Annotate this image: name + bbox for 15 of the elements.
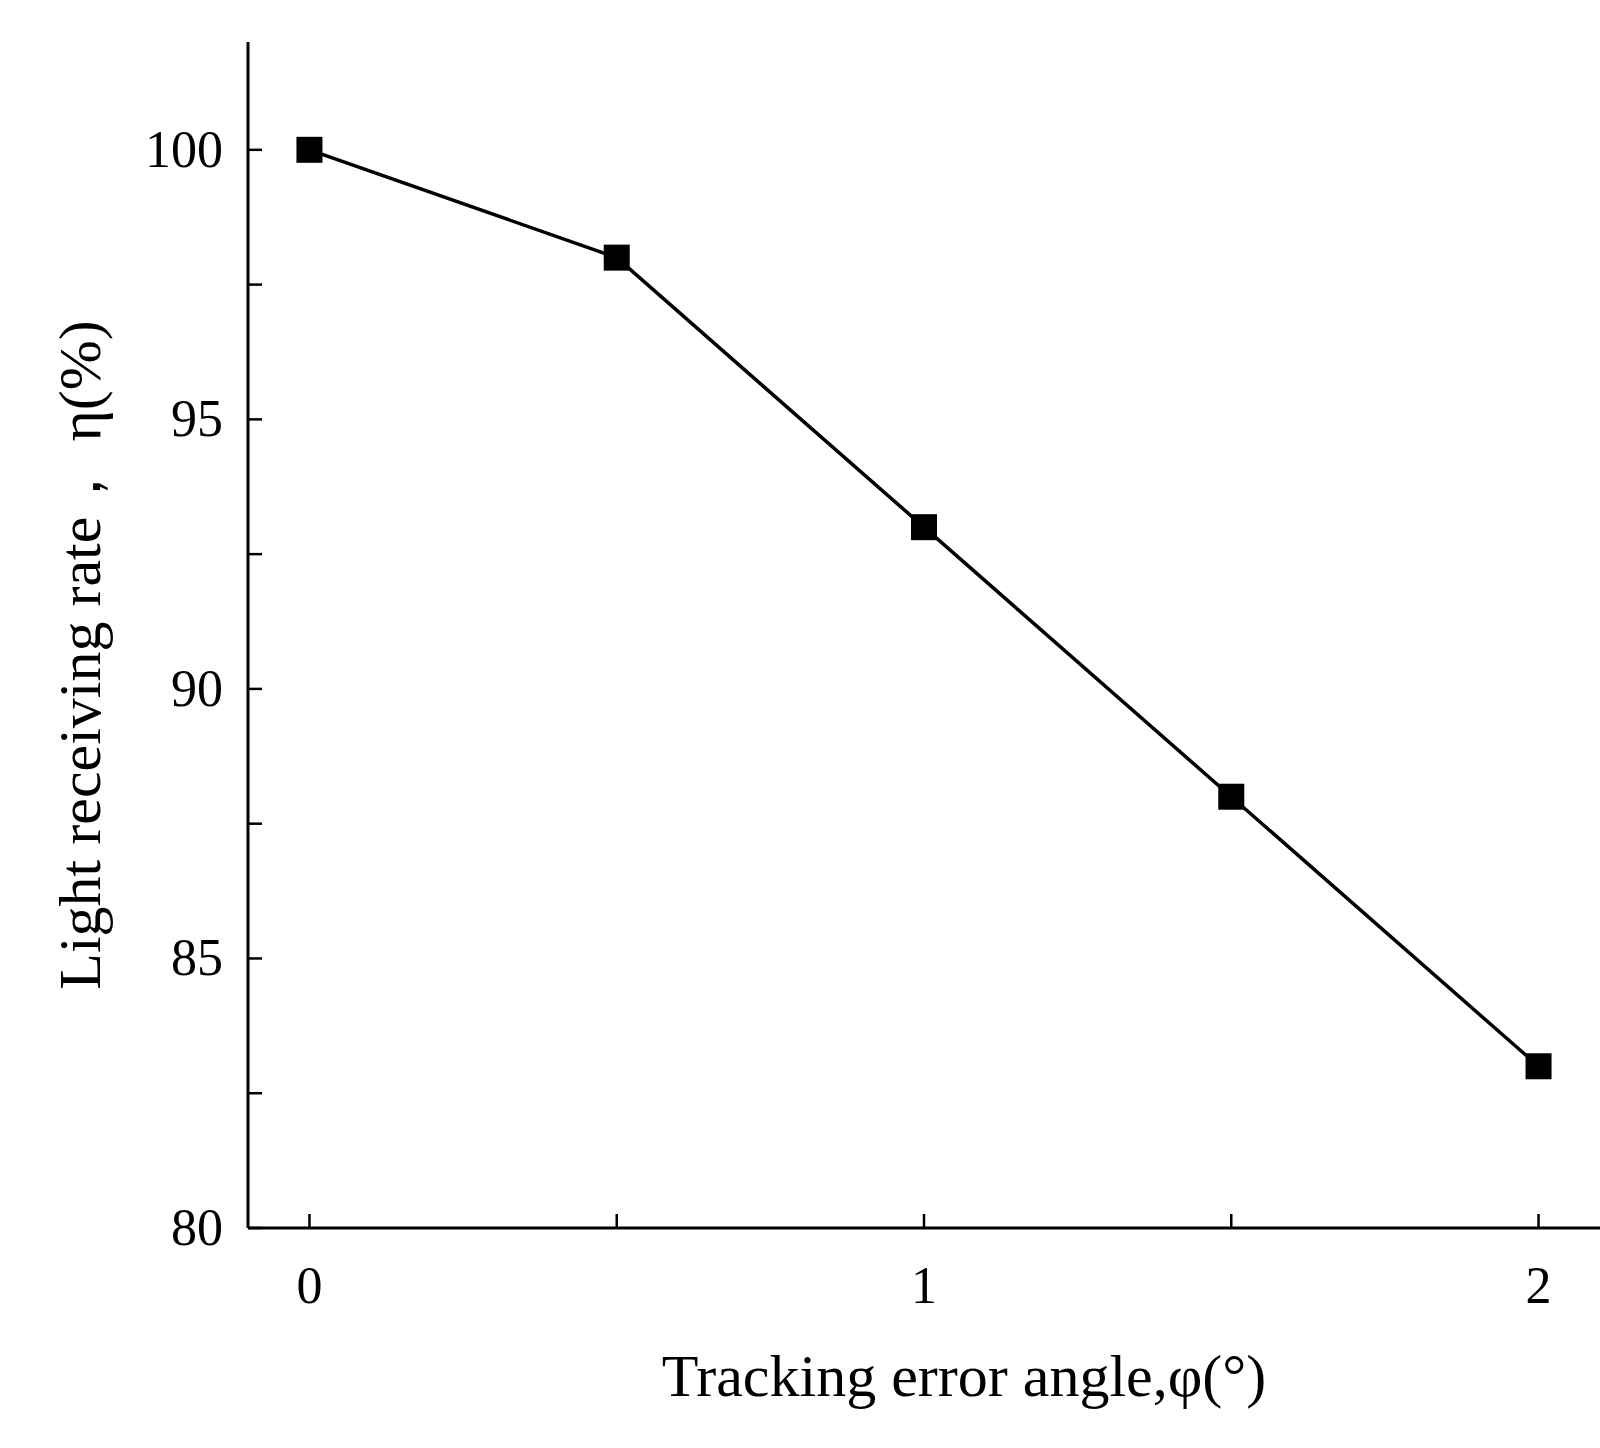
- y-tick-label: 100: [145, 120, 223, 178]
- point: [911, 514, 937, 541]
- x-tick-label: 1: [911, 1257, 937, 1314]
- y-tick-label: 85: [171, 929, 223, 987]
- point: [1218, 783, 1245, 810]
- y-tick-label: 90: [171, 659, 223, 717]
- y-tick-label: 80: [171, 1199, 223, 1256]
- y-axis-title: Light receiving rate， η(%): [47, 320, 113, 990]
- point: [296, 136, 323, 163]
- point: [1525, 1053, 1552, 1080]
- x-tick-label: 2: [1525, 1257, 1552, 1314]
- x-tick-label: 0: [296, 1257, 323, 1314]
- y-tick-label: 95: [171, 390, 223, 448]
- point: [603, 244, 630, 271]
- x-axis-title: Tracking error angle,φ(°): [661, 1343, 1267, 1409]
